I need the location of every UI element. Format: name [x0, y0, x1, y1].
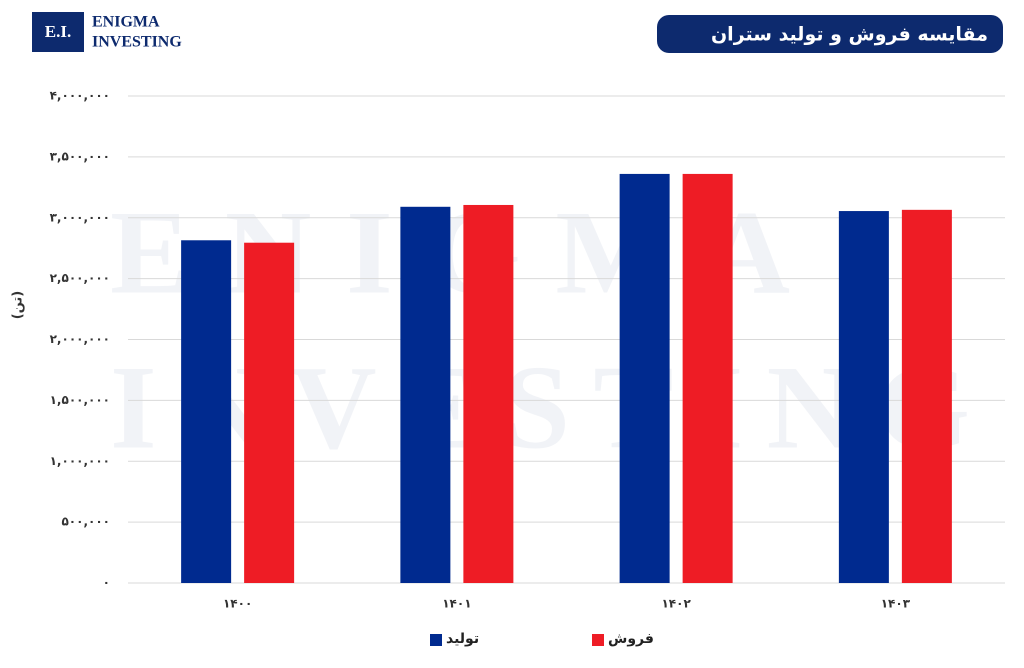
bar: [181, 240, 232, 583]
logo-text: Investing: [92, 34, 182, 51]
bar: [838, 211, 889, 583]
x-tick-label: ۱۴۰۱: [442, 597, 471, 611]
y-tick-label: ۲,۵۰۰,۰۰۰: [50, 271, 110, 285]
legend-label: تولید: [446, 631, 479, 647]
y-tick-label: ۰: [103, 576, 110, 590]
bar: [400, 206, 451, 584]
y-tick-label: ۳,۵۰۰,۰۰۰: [50, 149, 110, 163]
chart-title: مقایسه فروش و تولید ستران: [711, 24, 988, 46]
logo-text: Enigma: [92, 14, 160, 31]
y-tick-label: ۱,۰۰۰,۰۰۰: [50, 454, 110, 468]
y-tick-label: ۲,۰۰۰,۰۰۰: [50, 332, 110, 346]
legend-swatch: [430, 634, 442, 646]
legend-label: فروش: [608, 631, 654, 647]
x-tick-label: ۱۴۰۰: [223, 597, 252, 611]
bar: [463, 204, 514, 583]
x-tick-label: ۱۴۰۲: [661, 597, 691, 611]
bar: [682, 173, 733, 584]
y-tick-label: ۵۰۰,۰۰۰: [61, 515, 110, 529]
legend-swatch: [592, 634, 604, 646]
logo-mark: E.I.: [45, 22, 71, 41]
y-axis-label: (تن): [11, 291, 26, 320]
title-box: [657, 15, 1003, 53]
y-tick-label: ۳,۰۰۰,۰۰۰: [50, 210, 110, 224]
x-tick-label: ۱۴۰۳: [881, 597, 911, 611]
bar: [619, 173, 670, 584]
y-tick-label: ۴,۰۰۰,۰۰۰: [50, 89, 110, 103]
logo-box: [32, 12, 84, 52]
bar: [244, 242, 295, 584]
y-tick-label: ۱,۵۰۰,۰۰۰: [50, 393, 110, 407]
bar: [901, 209, 952, 583]
